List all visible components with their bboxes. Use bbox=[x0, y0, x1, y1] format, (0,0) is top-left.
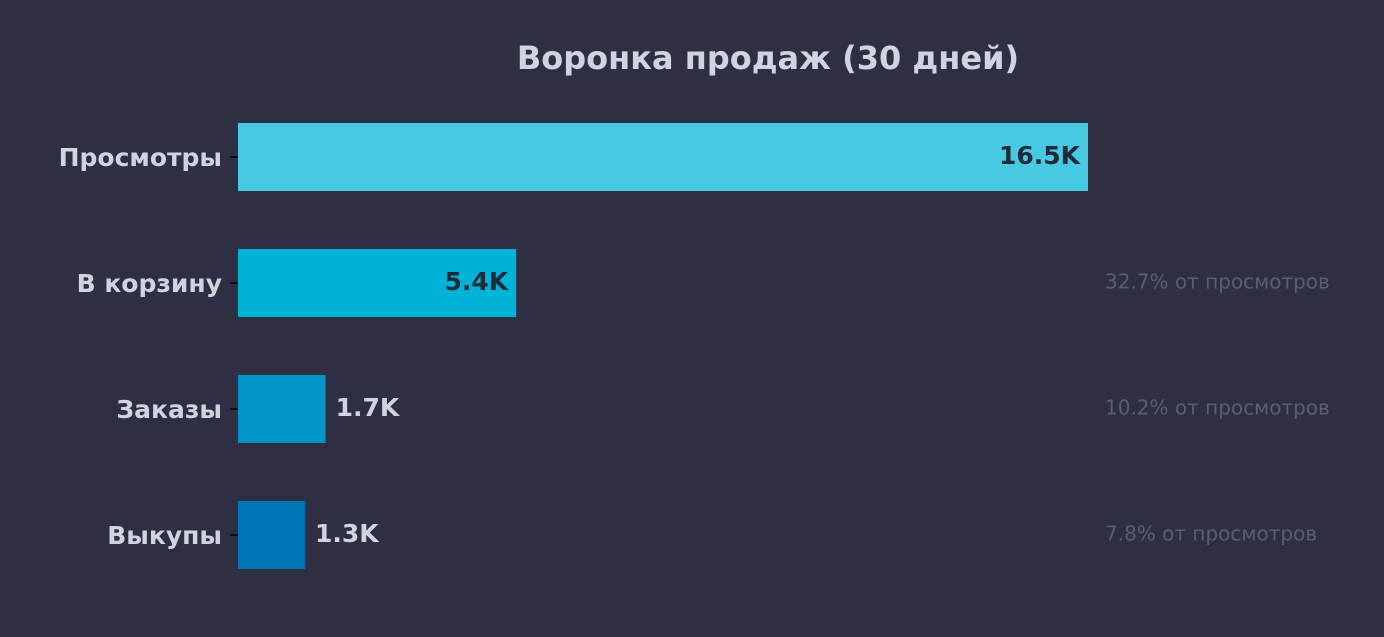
value-label: 1.7K bbox=[336, 393, 401, 422]
value-label: 1.3K bbox=[315, 519, 380, 548]
chart-title: Воронка продаж (30 дней) bbox=[517, 39, 1019, 77]
y-tick-label: Заказы bbox=[116, 395, 222, 424]
y-tick-label: Просмотры bbox=[59, 143, 222, 172]
bar bbox=[238, 375, 326, 443]
annotation: 7.8% от просмотров bbox=[1105, 522, 1317, 546]
y-tick-label: Выкупы bbox=[107, 521, 222, 550]
value-label: 5.4K bbox=[445, 267, 510, 296]
value-label: 16.5K bbox=[999, 141, 1082, 170]
annotation: 10.2% от просмотров bbox=[1105, 396, 1330, 420]
bar bbox=[238, 249, 517, 317]
annotation: 32.7% от просмотров bbox=[1105, 270, 1330, 294]
bar bbox=[238, 501, 305, 569]
bar bbox=[238, 123, 1088, 191]
y-tick-label: В корзину bbox=[77, 269, 222, 298]
